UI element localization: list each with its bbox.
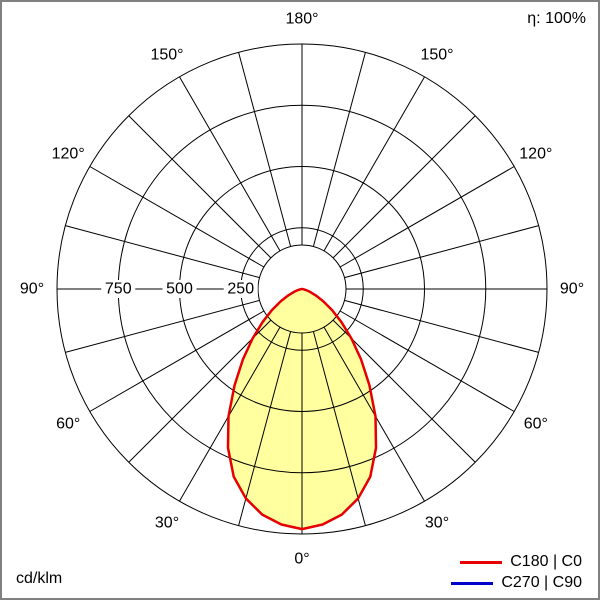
legend-item-c90: C270 | C90 (451, 574, 582, 592)
unit-label: cd/klm (16, 570, 63, 587)
grid-spoke (323, 76, 425, 252)
angle-label: 120° (52, 146, 85, 163)
grid-spoke (344, 225, 539, 279)
grid-spoke (89, 310, 265, 412)
angle-label: 120° (519, 146, 552, 163)
angle-label: 90° (20, 281, 44, 298)
radial-tick-label: 750 (105, 281, 132, 298)
legend-swatch (451, 581, 494, 585)
grid-spoke (332, 319, 476, 463)
radial-tick-label: 250 (227, 281, 254, 298)
grid-spoke (89, 166, 265, 268)
angle-label: 30° (425, 514, 449, 531)
grid-spoke (339, 166, 515, 268)
angle-label: 60° (56, 416, 80, 433)
tick-label-background (223, 280, 258, 298)
angle-label: 180° (285, 11, 318, 28)
legend-item-c0: C180 | C0 (451, 553, 582, 571)
tick-label-background (162, 280, 197, 298)
angle-label: 150° (150, 47, 183, 64)
grid-spoke (312, 331, 366, 526)
legend-label: C180 | C0 (510, 553, 582, 570)
angle-label: 30° (155, 514, 179, 531)
angle-label: 150° (420, 47, 453, 64)
grid-spoke (238, 52, 292, 247)
grid-spoke (65, 299, 260, 353)
grid-spoke (128, 115, 272, 259)
grid-spoke (238, 331, 292, 526)
grid-spoke (128, 319, 272, 463)
angle-label: 60° (524, 416, 548, 433)
angle-label: 90° (560, 281, 584, 298)
angle-label: 0° (294, 551, 309, 568)
tick-label-background (101, 280, 136, 298)
grid-spoke (312, 52, 366, 247)
grid-spoke (339, 310, 515, 412)
legend-swatch (460, 560, 503, 564)
legend-label: C270 | C90 (501, 574, 582, 591)
legend: C180 | C0 C270 | C90 (451, 553, 582, 592)
efficiency-label: η: 100% (527, 10, 586, 27)
intensity-curve-outline (226, 287, 378, 531)
grid-spoke (179, 76, 281, 252)
radial-tick-label: 500 (166, 281, 193, 298)
grid-spoke (344, 299, 539, 353)
grid-spoke (65, 225, 260, 279)
grid-spoke (332, 115, 476, 259)
